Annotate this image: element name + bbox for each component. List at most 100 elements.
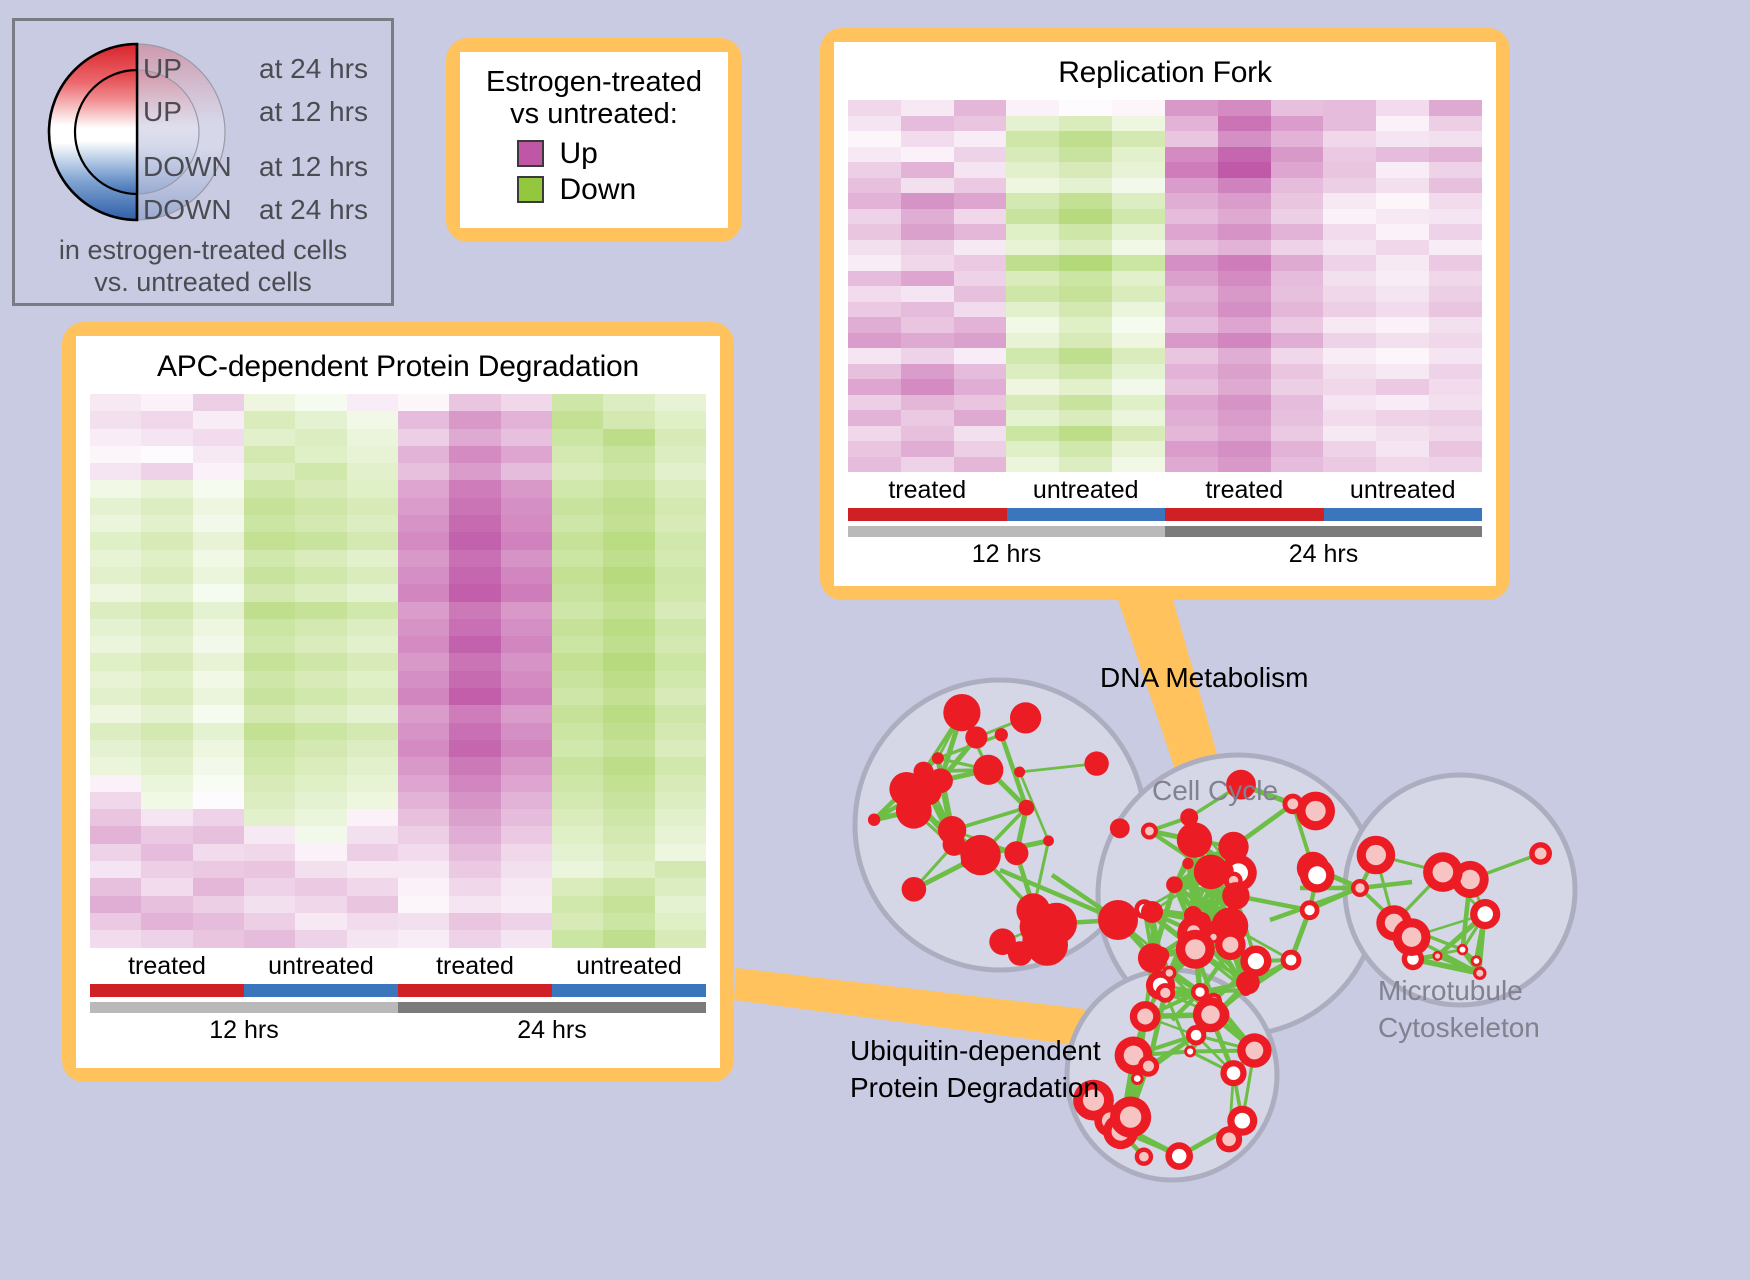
network-node[interactable] — [943, 833, 966, 856]
network-node[interactable] — [1019, 800, 1035, 816]
heatmap-cell — [1429, 209, 1482, 225]
heatmap-cell — [1271, 379, 1324, 395]
heatmap-cell — [552, 550, 603, 567]
network-node[interactable] — [1471, 955, 1482, 966]
network-node[interactable] — [1283, 794, 1304, 815]
network-node[interactable] — [1162, 966, 1176, 980]
heatmap-cell — [552, 619, 603, 636]
heatmap-cell — [244, 809, 295, 826]
network-node[interactable] — [1004, 841, 1028, 865]
heatmap-cell — [552, 429, 603, 446]
network-node[interactable] — [1432, 951, 1442, 961]
heatmap-cell — [501, 550, 552, 567]
network-node[interactable] — [902, 877, 927, 902]
network-node[interactable] — [1227, 1106, 1257, 1136]
heatmap-cell — [1112, 364, 1165, 380]
heatmap-cell — [603, 636, 654, 653]
network-node[interactable] — [965, 726, 987, 748]
network-node[interactable] — [961, 853, 977, 869]
network-node[interactable] — [1138, 943, 1168, 973]
network-node[interactable] — [1098, 900, 1138, 940]
network-node[interactable] — [1010, 702, 1041, 733]
network-node[interactable] — [1131, 1072, 1144, 1085]
heatmap-cell — [603, 792, 654, 809]
network-node[interactable] — [1014, 767, 1025, 778]
heatmap-cell — [1112, 116, 1165, 132]
cluster-label-cell-cycle: Cell Cycle — [1152, 775, 1278, 806]
heatmap-cell — [1165, 364, 1218, 380]
heatmap-cell — [449, 809, 500, 826]
heatmap-cell — [398, 619, 449, 636]
network-node[interactable] — [1130, 1001, 1161, 1032]
network-node[interactable] — [1393, 918, 1431, 956]
network-node[interactable] — [1281, 950, 1302, 971]
heatmap-cell — [1376, 457, 1429, 473]
network-node[interactable] — [1176, 930, 1215, 969]
network-node[interactable] — [868, 814, 880, 826]
axis-group-label: treated — [398, 952, 552, 981]
heatmap-cell — [1271, 100, 1324, 116]
network-node[interactable] — [1182, 858, 1193, 869]
network-node[interactable] — [1084, 751, 1108, 775]
network-node[interactable] — [1016, 893, 1050, 927]
network-node[interactable] — [1043, 835, 1054, 846]
network-node[interactable] — [1240, 946, 1271, 977]
network-node[interactable] — [1180, 808, 1198, 826]
network-node[interactable] — [1423, 852, 1463, 892]
heatmap-cell — [193, 705, 244, 722]
network-node[interactable] — [1156, 983, 1176, 1003]
heatmap-cell — [603, 619, 654, 636]
network-node-core — [1235, 1113, 1251, 1129]
network-node[interactable] — [1110, 818, 1130, 838]
network-node[interactable] — [1237, 1033, 1271, 1067]
heatmap-cell — [655, 394, 706, 411]
network-node[interactable] — [1217, 862, 1234, 879]
heatmap-cell — [1429, 395, 1482, 411]
network-node[interactable] — [1296, 792, 1335, 831]
heatmap-cell — [295, 792, 346, 809]
network-node[interactable] — [1166, 876, 1183, 893]
heatmap-cell — [1376, 100, 1429, 116]
network-node[interactable] — [1165, 1142, 1193, 1170]
heatmap-cell — [1006, 317, 1059, 333]
network-node[interactable] — [1191, 983, 1209, 1001]
heatmap-cell — [193, 809, 244, 826]
heatmap-cell — [347, 861, 398, 878]
heatmap-cell — [1112, 348, 1165, 364]
network-node[interactable] — [973, 755, 1003, 785]
network-node[interactable] — [896, 793, 932, 829]
network-node[interactable] — [1184, 1046, 1196, 1058]
heatmap-cell — [1323, 178, 1376, 194]
network-node[interactable] — [1351, 879, 1369, 897]
network-node[interactable] — [995, 728, 1008, 741]
network-node[interactable] — [1300, 900, 1320, 920]
heatmap-cell — [1429, 147, 1482, 163]
heatmap-cell — [193, 394, 244, 411]
network-node[interactable] — [1193, 997, 1228, 1032]
heatmap-cell — [901, 116, 954, 132]
heatmap-cell — [1271, 364, 1324, 380]
network-node[interactable] — [1222, 882, 1249, 909]
heatmap-cell — [501, 653, 552, 670]
network-node[interactable] — [1177, 822, 1212, 857]
heatmap-cell — [90, 602, 141, 619]
network-node[interactable] — [1300, 858, 1335, 893]
network-node[interactable] — [1110, 1097, 1151, 1138]
network-node[interactable] — [932, 752, 944, 764]
network-node[interactable] — [1470, 899, 1500, 929]
network-node[interactable] — [1135, 1148, 1153, 1166]
network-node[interactable] — [1215, 929, 1246, 960]
network-node[interactable] — [1141, 901, 1163, 923]
network-node[interactable] — [1529, 842, 1552, 865]
heatmap-cell — [347, 844, 398, 861]
heatmap-cell — [141, 844, 192, 861]
network-node[interactable] — [943, 694, 980, 731]
network-node[interactable] — [914, 762, 934, 782]
heatmap-cell — [449, 394, 500, 411]
network-node[interactable] — [1357, 836, 1396, 875]
network-node[interactable] — [1141, 823, 1158, 840]
heatmap-cell — [1006, 379, 1059, 395]
heatmap-cell — [90, 930, 141, 947]
network-node[interactable] — [1220, 1060, 1246, 1086]
network-node[interactable] — [1457, 944, 1468, 955]
